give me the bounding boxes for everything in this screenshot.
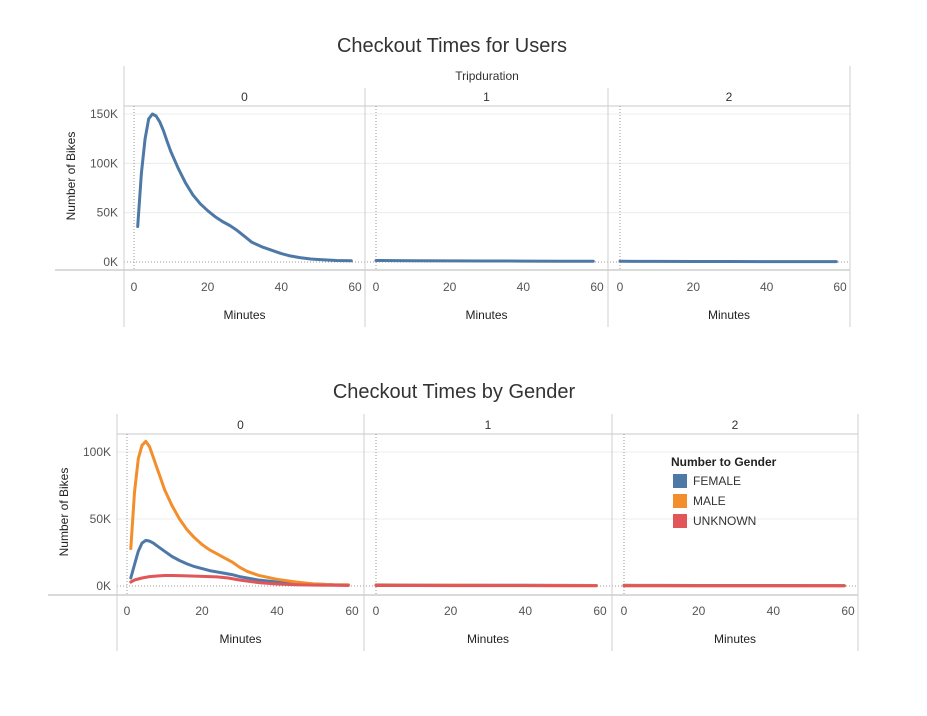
legend-swatch [673,494,687,508]
legend-item-label: MALE [693,494,726,508]
y-tick-label: 50K [97,206,118,220]
x-axis-label: Minutes [714,632,756,646]
panel-header: 1 [485,418,492,432]
female-series-line [129,538,350,587]
panel-header: 2 [732,418,739,432]
x-tick-label: 0 [373,604,380,618]
x-axis-label: Minutes [223,308,265,322]
x-axis-label: Minutes [467,632,509,646]
x-tick-label: 20 [692,604,706,618]
x-tick-label: 60 [841,604,855,618]
x-tick-label: 40 [270,604,284,618]
y-tick-label: 100K [83,445,111,459]
x-tick-label: 0 [124,604,131,618]
x-tick-label: 60 [348,280,362,294]
x-tick-label: 40 [519,604,533,618]
x-tick-label: 20 [195,604,209,618]
y-tick-label: 0K [103,255,118,269]
x-tick-label: 40 [767,604,781,618]
legend-swatch [673,474,687,488]
x-tick-label: 60 [833,280,847,294]
y-tick-label: 100K [90,156,118,170]
x-tick-label: 20 [687,280,701,294]
panel-header: 0 [237,418,244,432]
panel-header: 1 [483,90,490,104]
chart-title: Checkout Times by Gender [333,381,576,403]
x-tick-label: 0 [131,280,138,294]
users-series-line [136,112,353,263]
y-tick-label: 150K [90,107,118,121]
y-tick-label: 0K [96,579,111,593]
x-axis-label: Minutes [708,308,750,322]
y-axis-label: Number of Bikes [64,132,78,221]
y-axis-label: Number of Bikes [57,468,71,557]
x-axis-label: Minutes [219,632,261,646]
x-tick-label: 20 [444,604,458,618]
x-tick-label: 40 [760,280,774,294]
users-series-line [374,259,595,263]
legend-swatch [673,514,687,528]
y-tick-label: 50K [90,512,111,526]
column-header: Tripduration [455,69,519,83]
x-tick-label: 0 [373,280,380,294]
x-tick-label: 20 [443,280,457,294]
male-series-line [129,439,350,587]
legend-item-label: UNKNOWN [693,514,756,528]
panel-header: 0 [241,90,248,104]
x-tick-label: 40 [275,280,289,294]
x-tick-label: 60 [345,604,359,618]
x-tick-label: 0 [617,280,624,294]
x-tick-label: 40 [517,280,531,294]
x-tick-label: 60 [593,604,607,618]
chart-title: Checkout Times for Users [337,35,567,57]
x-tick-label: 60 [590,280,604,294]
legend-item-label: FEMALE [693,474,741,488]
legend-title: Number to Gender [671,455,777,469]
x-axis-label: Minutes [465,308,507,322]
x-tick-label: 0 [621,604,628,618]
unknown-series-line [129,574,350,587]
x-tick-label: 20 [201,280,215,294]
panel-header: 2 [726,90,733,104]
